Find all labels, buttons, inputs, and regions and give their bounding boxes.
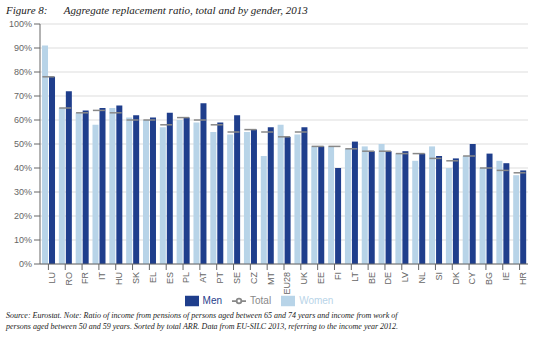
svg-text:EL: EL: [148, 272, 158, 283]
html-text:Men: Men: [202, 294, 222, 306]
svg-text:60%: 60%: [14, 115, 32, 125]
svg-text:FR: FR: [80, 272, 90, 284]
svg-text:SE: SE: [232, 272, 242, 284]
html-text:Source: Eurostat. Note: Ratio: Source: Eurostat. Note: Ratio of income …: [6, 311, 398, 320]
svg-text:50%: 50%: [14, 139, 32, 149]
svg-text:30%: 30%: [14, 187, 32, 197]
svg-text:IT: IT: [97, 271, 107, 280]
svg-text:RO: RO: [64, 272, 74, 286]
svg-text:DK: DK: [451, 272, 461, 285]
svg-text:LT: LT: [350, 272, 360, 282]
svg-text:CZ: CZ: [249, 272, 259, 284]
svg-text:MT: MT: [266, 272, 276, 285]
svg-text:ES: ES: [165, 272, 175, 284]
svg-text:80%: 80%: [14, 67, 32, 77]
svg-text:PT: PT: [215, 272, 225, 284]
svg-text:IE: IE: [501, 272, 511, 281]
svg-text:40%: 40%: [14, 163, 32, 173]
svg-text:10%: 10%: [14, 235, 32, 245]
svg-text:100%: 100%: [9, 19, 32, 29]
svg-text:CY: CY: [467, 272, 477, 285]
svg-text:BE: BE: [367, 272, 377, 284]
svg-text:HU: HU: [114, 272, 124, 285]
svg-text:LU: LU: [47, 272, 57, 284]
html-text:Figure 8: Aggregate replacemen: Figure 8: Aggregate replacement ratio, t…: [6, 4, 308, 16]
svg-text:NL: NL: [417, 272, 427, 284]
svg-text:SK: SK: [131, 272, 141, 284]
html-text:Total: Total: [250, 294, 272, 306]
svg-text:HR: HR: [518, 272, 528, 285]
svg-text:0%: 0%: [19, 259, 32, 269]
html-text:persons aged between 50 and 59: persons aged between 50 and 59 years. So…: [6, 322, 399, 331]
svg-text:PL: PL: [181, 272, 191, 283]
svg-text:DE: DE: [383, 272, 393, 285]
svg-text:BG: BG: [484, 272, 494, 285]
svg-text:UK: UK: [299, 272, 309, 285]
svg-text:EU28: EU28: [282, 272, 292, 295]
svg-text:20%: 20%: [14, 211, 32, 221]
svg-text:90%: 90%: [14, 43, 32, 53]
html-text:Women: Women: [299, 294, 334, 306]
svg-text:LV: LV: [400, 272, 410, 282]
svg-text:SI: SI: [434, 272, 444, 281]
svg-text:EE: EE: [316, 272, 326, 284]
svg-text:FI: FI: [333, 272, 343, 280]
svg-text:AT: AT: [198, 272, 208, 283]
svg-text:70%: 70%: [14, 91, 32, 101]
